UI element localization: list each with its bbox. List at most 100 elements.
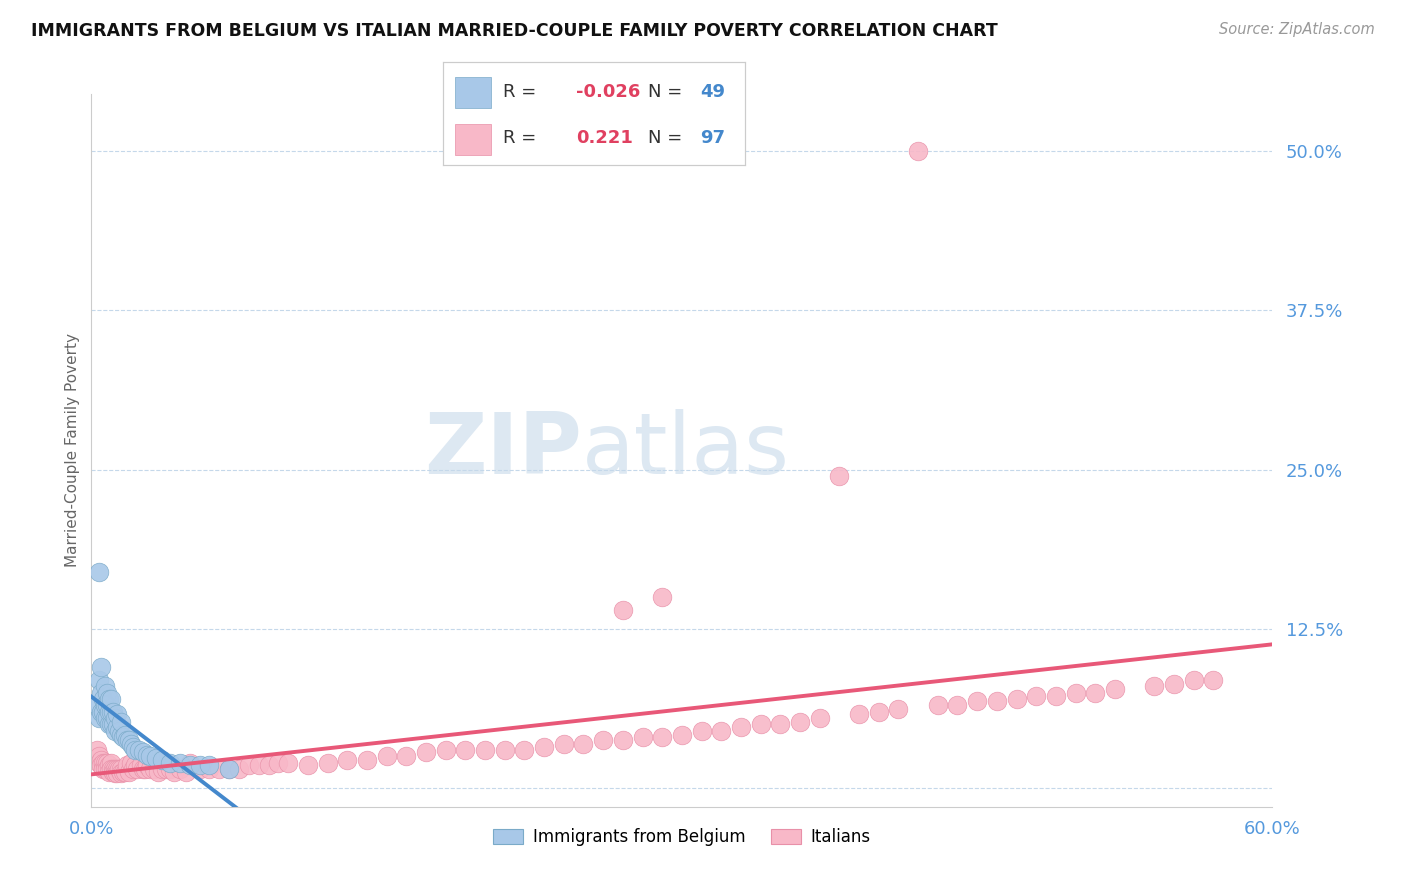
Point: [98, 717, 121, 731]
Point: [114, 728, 136, 742]
Point: [267, 756, 290, 770]
Text: Source: ZipAtlas.com: Source: ZipAtlas.com: [1219, 22, 1375, 37]
Point: [155, 762, 177, 776]
Point: [297, 758, 319, 772]
Point: [120, 737, 142, 751]
Point: [356, 753, 378, 767]
Point: [169, 756, 191, 770]
Point: [98, 692, 121, 706]
Point: [108, 762, 131, 776]
Point: [94, 679, 117, 693]
Point: [1182, 673, 1205, 687]
Point: [612, 732, 634, 747]
Point: [148, 764, 170, 779]
Point: [710, 723, 733, 738]
Point: [121, 740, 143, 755]
Text: 49: 49: [700, 83, 725, 101]
Point: [631, 730, 654, 744]
Y-axis label: Married-Couple Family Poverty: Married-Couple Family Poverty: [65, 334, 80, 567]
Point: [690, 723, 713, 738]
Point: [110, 728, 132, 742]
Point: [89, 711, 111, 725]
Text: N =: N =: [648, 83, 683, 101]
Point: [513, 743, 536, 757]
Point: [1084, 685, 1107, 699]
Point: [336, 753, 359, 767]
Point: [159, 762, 181, 776]
Text: 97: 97: [700, 129, 725, 147]
Point: [247, 758, 270, 772]
Point: [118, 732, 141, 747]
Point: [89, 565, 111, 579]
Point: [375, 749, 398, 764]
Point: [150, 753, 173, 767]
Point: [907, 144, 929, 158]
Point: [651, 730, 673, 744]
Point: [592, 732, 614, 747]
Point: [101, 762, 124, 776]
Point: [179, 756, 201, 770]
Point: [98, 764, 121, 779]
Point: [454, 743, 477, 757]
Point: [96, 711, 118, 725]
Point: [572, 737, 595, 751]
Point: [808, 711, 831, 725]
Point: [135, 758, 157, 772]
Text: ZIP: ZIP: [423, 409, 582, 492]
Point: [134, 762, 156, 776]
Text: -0.026: -0.026: [576, 83, 640, 101]
Legend: Immigrants from Belgium, Italians: Immigrants from Belgium, Italians: [486, 822, 877, 853]
Point: [1163, 676, 1185, 690]
Point: [98, 705, 121, 719]
Text: N =: N =: [648, 129, 683, 147]
Point: [101, 705, 124, 719]
Point: [104, 723, 127, 738]
Point: [96, 685, 118, 699]
Text: IMMIGRANTS FROM BELGIUM VS ITALIAN MARRIED-COUPLE FAMILY POVERTY CORRELATION CHA: IMMIGRANTS FROM BELGIUM VS ITALIAN MARRI…: [31, 22, 998, 40]
Point: [96, 698, 118, 713]
Point: [198, 758, 221, 772]
Point: [927, 698, 949, 713]
Point: [143, 762, 166, 776]
FancyBboxPatch shape: [456, 124, 491, 155]
Point: [749, 717, 772, 731]
Point: [218, 762, 240, 776]
Point: [105, 765, 128, 780]
Point: [179, 758, 201, 772]
Point: [114, 764, 136, 779]
Point: [139, 749, 162, 764]
Point: [612, 603, 634, 617]
Point: [104, 765, 127, 780]
Point: [415, 746, 437, 760]
Point: [169, 762, 191, 776]
Point: [828, 469, 851, 483]
Point: [101, 764, 124, 779]
Point: [105, 720, 128, 734]
Point: [434, 743, 457, 757]
Point: [150, 762, 173, 776]
Point: [533, 740, 555, 755]
Point: [94, 762, 117, 776]
Point: [90, 758, 112, 772]
Point: [316, 756, 339, 770]
Point: [90, 660, 112, 674]
Text: R =: R =: [503, 129, 537, 147]
Point: [111, 764, 134, 779]
Point: [671, 728, 693, 742]
Point: [89, 749, 111, 764]
Point: [277, 756, 299, 770]
Point: [121, 762, 143, 776]
Point: [90, 753, 112, 767]
Point: [118, 764, 141, 779]
Point: [89, 756, 111, 770]
Point: [94, 756, 117, 770]
Point: [966, 694, 988, 708]
Point: [104, 762, 127, 776]
Point: [474, 743, 496, 757]
Point: [89, 673, 111, 687]
Point: [188, 762, 211, 776]
Point: [120, 756, 142, 770]
Point: [1025, 690, 1047, 704]
Point: [100, 692, 122, 706]
Point: [125, 762, 148, 776]
